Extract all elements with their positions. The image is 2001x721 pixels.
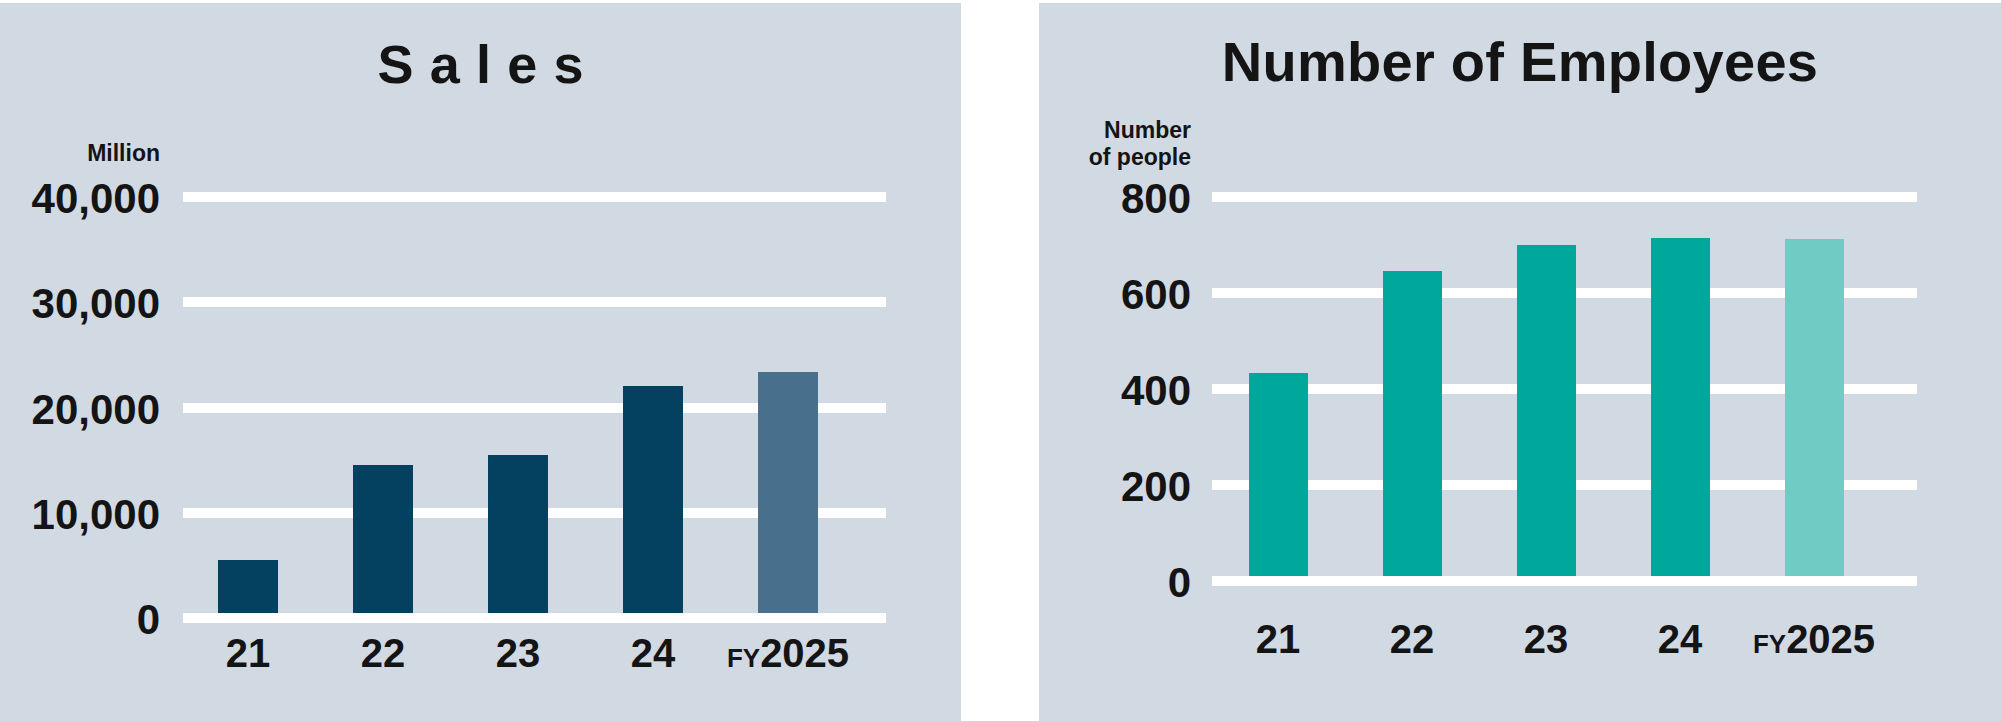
bar-21 bbox=[218, 560, 278, 613]
y-tick-label: 400 bbox=[931, 370, 1191, 412]
y-tick-label: 800 bbox=[931, 178, 1191, 220]
y-tick-label: 0 bbox=[931, 562, 1191, 604]
y-tick-label: 0 bbox=[0, 599, 160, 641]
bar-fy2025 bbox=[1785, 239, 1844, 576]
bar-24 bbox=[623, 386, 683, 613]
y-tick-label: 30,000 bbox=[0, 283, 160, 325]
gridline bbox=[183, 297, 886, 307]
gridline bbox=[183, 613, 886, 623]
unit-label-line: Number bbox=[1104, 117, 1191, 143]
y-tick-label: 40,000 bbox=[0, 178, 160, 220]
gridline bbox=[1212, 192, 1917, 202]
unit-label-line: Million bbox=[87, 140, 160, 166]
y-tick-label: 200 bbox=[931, 466, 1191, 508]
gridline bbox=[183, 192, 886, 202]
employees-unit-label: Number of people bbox=[1039, 117, 1191, 171]
fy-prefix: FY bbox=[727, 643, 760, 673]
fy-prefix: FY bbox=[1753, 629, 1786, 659]
sales-unit-label: Million bbox=[0, 140, 160, 167]
bar-22 bbox=[353, 465, 413, 613]
bar-24 bbox=[1651, 238, 1710, 576]
y-tick-label: 10,000 bbox=[0, 494, 160, 536]
sales-chart-title: Sales bbox=[0, 33, 961, 95]
y-tick-label: 20,000 bbox=[0, 389, 160, 431]
bar-21 bbox=[1249, 373, 1308, 576]
y-tick-label: 600 bbox=[931, 274, 1191, 316]
bar-fy2025 bbox=[758, 372, 818, 613]
employees-chart-title: Number of Employees bbox=[1039, 29, 2001, 94]
bar-22 bbox=[1383, 271, 1442, 576]
bar-23 bbox=[488, 455, 548, 613]
infographic-canvas: Sales Million Number of Employees Number… bbox=[0, 0, 2001, 721]
unit-label-line: of people bbox=[1089, 144, 1191, 170]
x-tick-label: FY2025 bbox=[678, 633, 898, 673]
gridline bbox=[1212, 576, 1917, 586]
x-tick-label: FY2025 bbox=[1704, 619, 1924, 659]
bar-23 bbox=[1517, 245, 1576, 576]
